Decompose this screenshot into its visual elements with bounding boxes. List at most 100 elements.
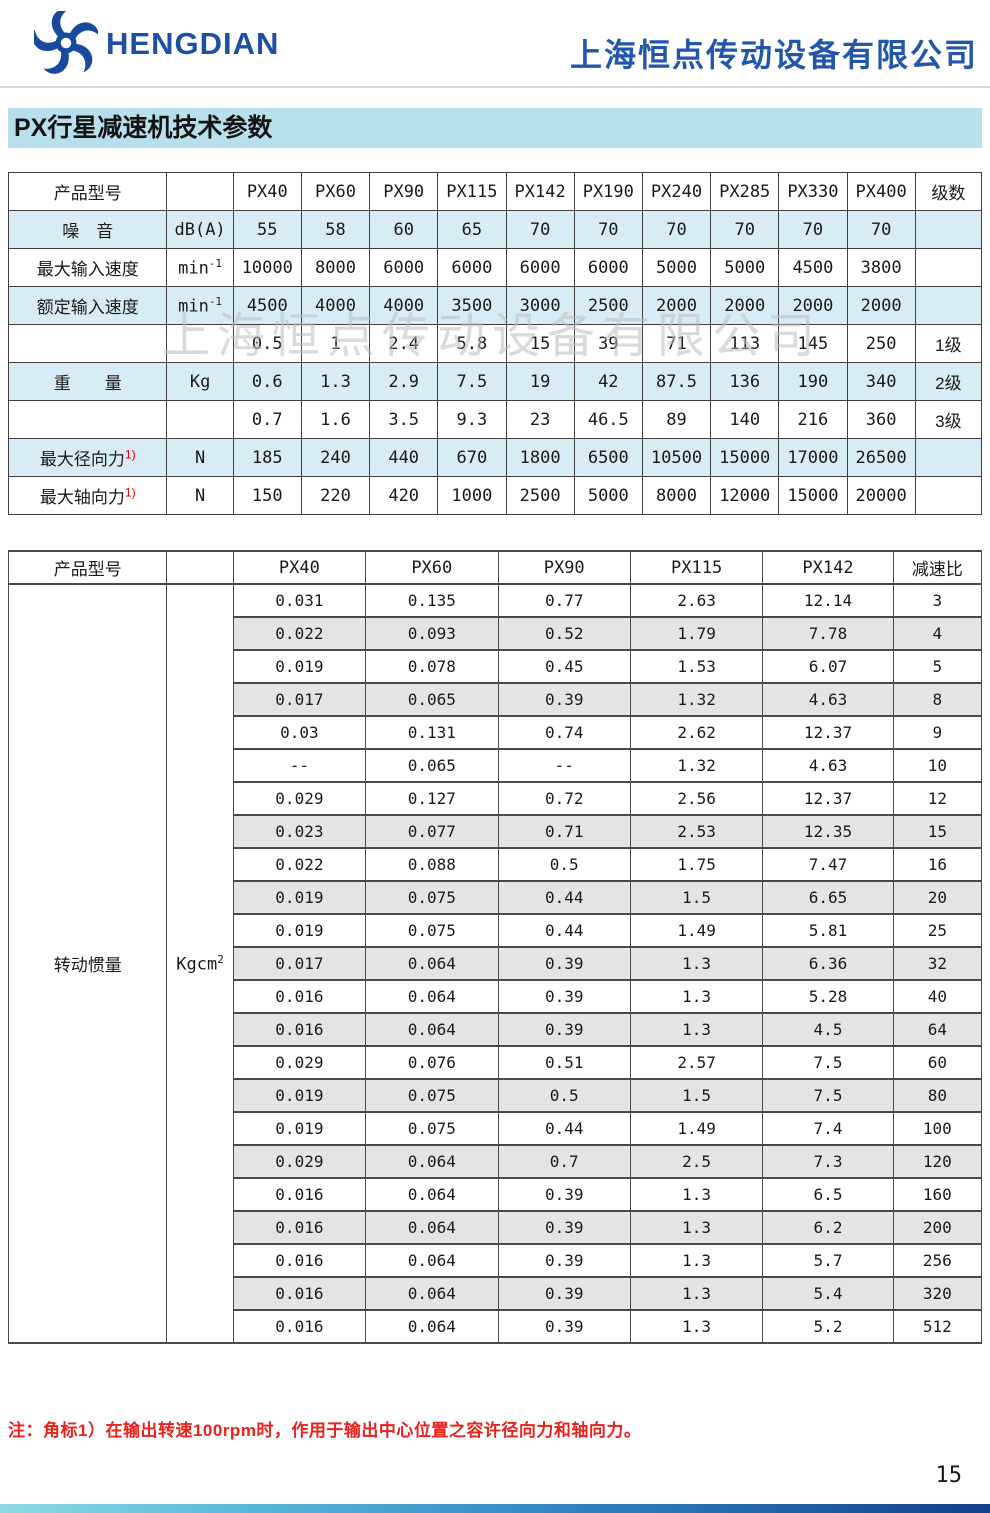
section-title-bar: PX行星减速机技术参数: [8, 108, 982, 148]
inertia-value: 6.07: [762, 649, 894, 684]
inertia-value: 0.39: [497, 1210, 631, 1245]
specs-header-row: 产品型号 PX40 PX60 PX90 PX115 PX142 PX190 PX240 PX28…: [7, 172, 983, 211]
spec-value: 1800: [505, 438, 575, 477]
spec-unit: [166, 400, 234, 439]
spec-unit: min-1: [166, 248, 234, 287]
spec-value: 340: [846, 362, 916, 401]
inertia-value: 0.088: [365, 847, 499, 882]
inertia-value: 1.5: [629, 880, 764, 915]
spec-value: 2000: [641, 286, 712, 325]
t1-column-header: PX240: [641, 172, 712, 211]
inertia-value: 7.5: [762, 1078, 894, 1113]
inertia-value: 0.39: [497, 682, 631, 717]
inertia-value: 0.39: [497, 1276, 631, 1311]
inertia-value: 7.3: [762, 1144, 894, 1179]
spec-value: 70: [710, 210, 780, 249]
inertia-value: 12.14: [762, 583, 894, 618]
spec-value: 113: [710, 324, 780, 363]
ratio-value: 3: [892, 583, 983, 618]
spec-value: 5000: [641, 248, 712, 287]
spec-value: 10000: [232, 248, 302, 287]
t1-column-header: PX60: [300, 172, 371, 211]
spec-value: 6000: [505, 248, 575, 287]
spec-value: 136: [710, 362, 780, 401]
inertia-value: 0.022: [232, 847, 367, 882]
ratio-value: 320: [892, 1276, 983, 1311]
inertia-row: 0.016 0.064 0.39 1.3 5.7 256: [9, 1243, 983, 1278]
inertia-value: 0.019: [232, 913, 367, 948]
inertia-value: 12.37: [762, 781, 894, 816]
ratio-value: 100: [892, 1111, 983, 1146]
t2-column-header: PX40: [232, 550, 367, 585]
inertia-row: 0.023 0.077 0.71 2.53 12.35 15: [9, 814, 983, 849]
spec-value: 3000: [505, 286, 575, 325]
inertia-row: -- 0.065 -- 1.32 4.63 10: [9, 748, 983, 783]
inertia-value: 0.064: [365, 1177, 499, 1212]
inertia-value: 0.017: [232, 682, 367, 717]
t2-column-header: 减速比: [892, 550, 983, 585]
spec-value: 2500: [505, 476, 575, 515]
inertia-value: 4.63: [762, 748, 894, 783]
stage-value: 3级: [914, 400, 983, 439]
spec-value: 70: [573, 210, 643, 249]
spec-value: 39: [573, 324, 643, 363]
inertia-row: 0.016 0.064 0.39 1.3 6.2 200: [9, 1210, 983, 1245]
inertia-value: 1.3: [629, 1210, 764, 1245]
inertia-row: 0.019 0.075 0.5 1.5 7.5 80: [9, 1078, 983, 1113]
ratio-value: 80: [892, 1078, 983, 1113]
inertia-value: 1.75: [629, 847, 764, 882]
spec-value: 2000: [710, 286, 780, 325]
inertia-value: 0.39: [497, 1177, 631, 1212]
spec-value: 71: [641, 324, 712, 363]
inertia-value: 2.53: [629, 814, 764, 849]
spec-value: 3500: [437, 286, 507, 325]
inertia-value: 0.076: [365, 1045, 499, 1080]
inertia-value: 0.019: [232, 880, 367, 915]
inertia-value: 0.016: [232, 1210, 367, 1245]
inertia-row: 0.019 0.078 0.45 1.53 6.07 5: [9, 649, 983, 684]
spec-value: 26500: [846, 438, 916, 477]
t1-column-header: PX90: [369, 172, 439, 211]
inertia-value: 0.03: [232, 715, 367, 750]
inertia-row: 0.016 0.064 0.39 1.3 5.2 512: [9, 1309, 983, 1344]
inertia-value: 5.28: [762, 979, 894, 1014]
spec-value: 5.8: [437, 324, 507, 363]
t1-column-header: 产品型号: [7, 172, 168, 211]
inertia-value: 6.5: [762, 1177, 894, 1212]
spec-value: 58: [300, 210, 371, 249]
spec-unit: Kg: [166, 362, 234, 401]
spec-value: 6000: [369, 248, 439, 287]
inertia-value: 0.131: [365, 715, 499, 750]
spec-value: 1000: [437, 476, 507, 515]
inertia-value: 6.2: [762, 1210, 894, 1245]
inertia-value: 1.53: [629, 649, 764, 684]
spec-row: 0.7 1.6 3.5 9.3 23 46.5 89 140 216 360 3级: [7, 400, 983, 439]
spec-value: 360: [846, 400, 916, 439]
header-divider: [0, 86, 990, 88]
t2-column-header: PX115: [629, 550, 764, 585]
t2-column-header: PX60: [365, 550, 499, 585]
inertia-value: 1.79: [629, 616, 764, 651]
spec-value: 220: [300, 476, 371, 515]
spec-row: 最大径向力1) N 185 240 440 670 1800 6500 10500 15000 17…: [7, 438, 983, 477]
inertia-value: 0.064: [365, 1276, 499, 1311]
spec-value: 6000: [437, 248, 507, 287]
spec-value: 0.5: [232, 324, 302, 363]
spec-value: 240: [300, 438, 371, 477]
inertia-row: 0.016 0.064 0.39 1.3 5.4 320: [9, 1276, 983, 1311]
inertia-value: 0.44: [497, 1111, 631, 1146]
inertia-row: 0.029 0.064 0.7 2.5 7.3 120: [9, 1144, 983, 1179]
inertia-value: 0.064: [365, 1309, 499, 1344]
ratio-value: 64: [892, 1012, 983, 1047]
stage-value: 1级: [914, 324, 983, 363]
spec-value: 15000: [778, 476, 848, 515]
spec-label: 最大径向力1): [7, 438, 168, 477]
inertia-row: 0.016 0.064 0.39 1.3 4.5 64: [9, 1012, 983, 1047]
ratio-value: 512: [892, 1309, 983, 1344]
inertia-value: 0.078: [365, 649, 499, 684]
spec-value: 4500: [232, 286, 302, 325]
t2-column-header: PX142: [762, 550, 894, 585]
spec-value: 2.9: [369, 362, 439, 401]
inertia-value: 0.029: [232, 1045, 367, 1080]
inertia-value: 0.44: [497, 880, 631, 915]
